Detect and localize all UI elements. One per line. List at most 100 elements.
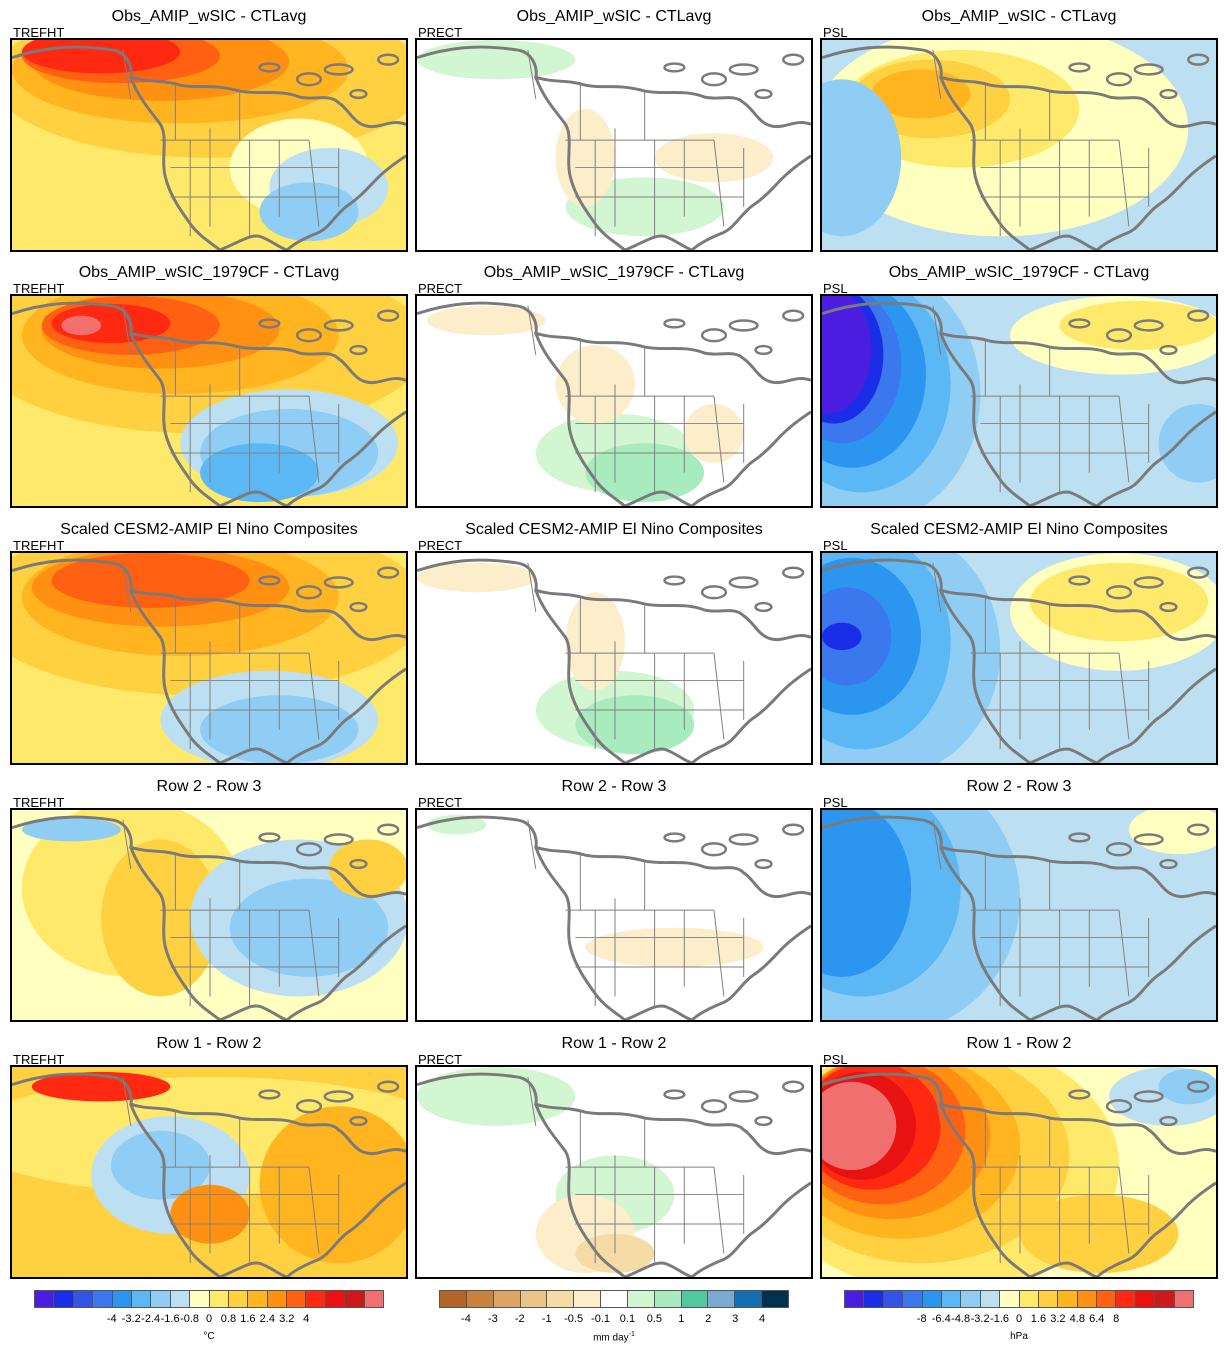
map-field: [822, 1067, 1216, 1277]
island-outline: [1133, 319, 1164, 332]
island-outline: [1068, 1089, 1091, 1100]
map-panel: [415, 808, 813, 1022]
colorbar-tick-label: 1.6: [1030, 1313, 1047, 1325]
contour-fill: [61, 315, 102, 336]
colorbar-swatch: [601, 1291, 628, 1307]
contour-fill: [1059, 300, 1216, 350]
island-outline: [349, 88, 368, 100]
island-outline: [258, 832, 281, 843]
contour-fill: [684, 403, 744, 463]
coastline: [12, 1072, 406, 1277]
colorbar-tick-label: 0: [1015, 1313, 1023, 1325]
island-outline: [258, 62, 281, 73]
colorbar-swatch: [922, 1291, 942, 1307]
island-outline: [377, 309, 400, 322]
island-outline: [349, 344, 368, 356]
island-outline: [1133, 833, 1164, 846]
colorbar-tick-label: 6.4: [1089, 1313, 1105, 1325]
map-panel: [820, 38, 1218, 252]
island-outline: [700, 585, 728, 600]
panel-title: Obs_AMIP_wSIC_1979CF - CTLavg: [483, 264, 745, 281]
colorbar-swatch: [903, 1291, 923, 1307]
contour-fill: [822, 296, 872, 414]
colorbar-tick-label: 4: [759, 1313, 766, 1325]
colorbar-tick-label: -0.5: [564, 1313, 584, 1325]
island-outline: [323, 576, 354, 589]
map-field: [12, 810, 406, 1020]
island-outline: [728, 576, 759, 589]
colorbar-swatch: [151, 1291, 171, 1307]
contour-fill: [417, 1067, 576, 1126]
map-panel: [10, 38, 408, 252]
island-outline: [323, 63, 354, 76]
colorbar-swatch: [1038, 1291, 1059, 1307]
colorbar-tick-label: 0.1: [619, 1313, 636, 1325]
variable-label: PRECT: [418, 795, 463, 810]
island-outline: [754, 601, 773, 613]
map-field: [822, 553, 1216, 763]
island-outline: [1068, 62, 1091, 73]
colorbar-swatch: [681, 1291, 709, 1307]
island-outline: [1105, 328, 1133, 343]
contour-fill: [417, 40, 576, 80]
variable-label: PSL: [823, 281, 848, 296]
colorbar-swatch: [1058, 1291, 1078, 1307]
map-panel: [10, 1065, 408, 1279]
colorbar-swatch: [209, 1291, 229, 1307]
colorbar-swatch: [54, 1291, 74, 1307]
political-borders: [527, 305, 745, 493]
island-outline: [1159, 88, 1178, 100]
island-outline: [1159, 858, 1178, 870]
contour-fill: [822, 79, 902, 237]
colorbar-tick-label: -0.1: [591, 1313, 611, 1325]
colorbar-tick-label: 3: [732, 1313, 739, 1325]
colorbar-tick-label: 2: [705, 1313, 712, 1325]
contour-fill: [585, 927, 764, 968]
map-field: [12, 553, 406, 763]
coastline: [417, 815, 811, 1020]
colorbar-tick-label: 3.2: [279, 1313, 295, 1325]
island-outline: [754, 858, 773, 870]
island-outline: [700, 842, 728, 857]
colorbar-units: mm day-1: [593, 1331, 635, 1344]
colorbar-tick-label: -4.8: [951, 1313, 971, 1325]
variable-label: PSL: [823, 1052, 848, 1067]
colorbar-tick-label: 2.4: [259, 1313, 275, 1325]
political-borders: [932, 1076, 1150, 1264]
variable-label: PSL: [823, 25, 848, 40]
island-outline: [377, 566, 400, 579]
colorbar-swatch: [980, 1291, 1001, 1307]
coastline: [12, 815, 406, 1020]
units-superscript: -1: [628, 1331, 635, 1338]
colorbar-tick-label: -3.2: [121, 1313, 141, 1325]
coastline: [417, 45, 811, 250]
coastline: [417, 558, 811, 763]
coastline: [822, 301, 1216, 506]
colorbar-swatch: [520, 1291, 548, 1307]
island-outline: [1187, 309, 1210, 322]
island-outline: [1159, 1115, 1178, 1127]
colorbar-swatch: [440, 1291, 467, 1307]
island-outline: [1105, 72, 1133, 87]
colorbar-units: hPa: [1010, 1331, 1028, 1342]
island-outline: [1068, 318, 1091, 329]
colorbar-tick-label: -1.6: [990, 1313, 1010, 1325]
colorbar-tick-label: -6.4: [931, 1313, 951, 1325]
island-outline: [1068, 575, 1091, 586]
variable-label: PSL: [823, 538, 848, 553]
colorbar-swatch: [306, 1291, 326, 1307]
colorbar-swatch: [1097, 1291, 1117, 1307]
colorbar-ticks: -4 -3.2 -2.4 -1.6 -0.8 0 0.8 1.6 2.4 3.2 4: [34, 1313, 384, 1327]
contour-fill: [200, 443, 319, 503]
colorbar-swatch: [170, 1291, 191, 1307]
map-panel: [820, 1065, 1218, 1279]
colorbar-swatch: [112, 1291, 132, 1307]
colorbar-units: °C: [203, 1331, 215, 1342]
political-borders: [932, 305, 1150, 493]
map-field: [822, 810, 1216, 1020]
variable-label: PRECT: [418, 538, 463, 553]
colorbar-swatch: [654, 1291, 682, 1307]
island-outline: [1187, 53, 1210, 66]
contour-fill: [31, 1071, 171, 1102]
island-outline: [349, 858, 368, 870]
